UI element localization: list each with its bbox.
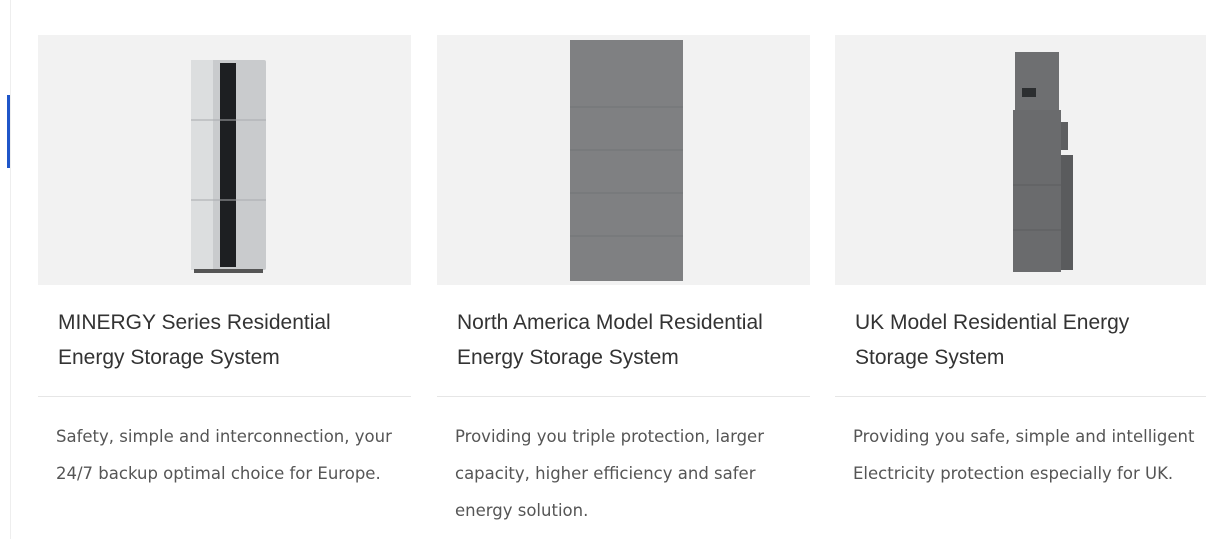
card-description: Providing you triple protection, larger … [455, 427, 764, 520]
card-description: Safety, simple and interconnection, your… [56, 427, 392, 483]
side-line [10, 0, 11, 539]
card-title[interactable]: UK Model Residential Energy Storage Syst… [855, 311, 1130, 369]
card-title[interactable]: MINERGY Series Residential Energy Storag… [58, 311, 331, 369]
card-description: Providing you safe, simple and intellige… [853, 427, 1195, 483]
divider [835, 396, 1206, 397]
product-image[interactable] [38, 35, 411, 285]
scroll-indicator [7, 95, 10, 168]
product-card[interactable]: UK Model Residential Energy Storage Syst… [835, 35, 1206, 539]
divider [38, 396, 411, 397]
card-title[interactable]: North America Model Residential Energy S… [457, 311, 763, 369]
product-illustration [1013, 52, 1073, 272]
divider [437, 396, 810, 397]
product-card[interactable]: North America Model Residential Energy S… [437, 35, 810, 539]
product-illustration [191, 60, 266, 273]
product-image[interactable] [835, 35, 1206, 285]
product-illustration [570, 40, 683, 281]
product-card[interactable]: MINERGY Series Residential Energy Storag… [38, 35, 411, 539]
product-image[interactable] [437, 35, 810, 285]
